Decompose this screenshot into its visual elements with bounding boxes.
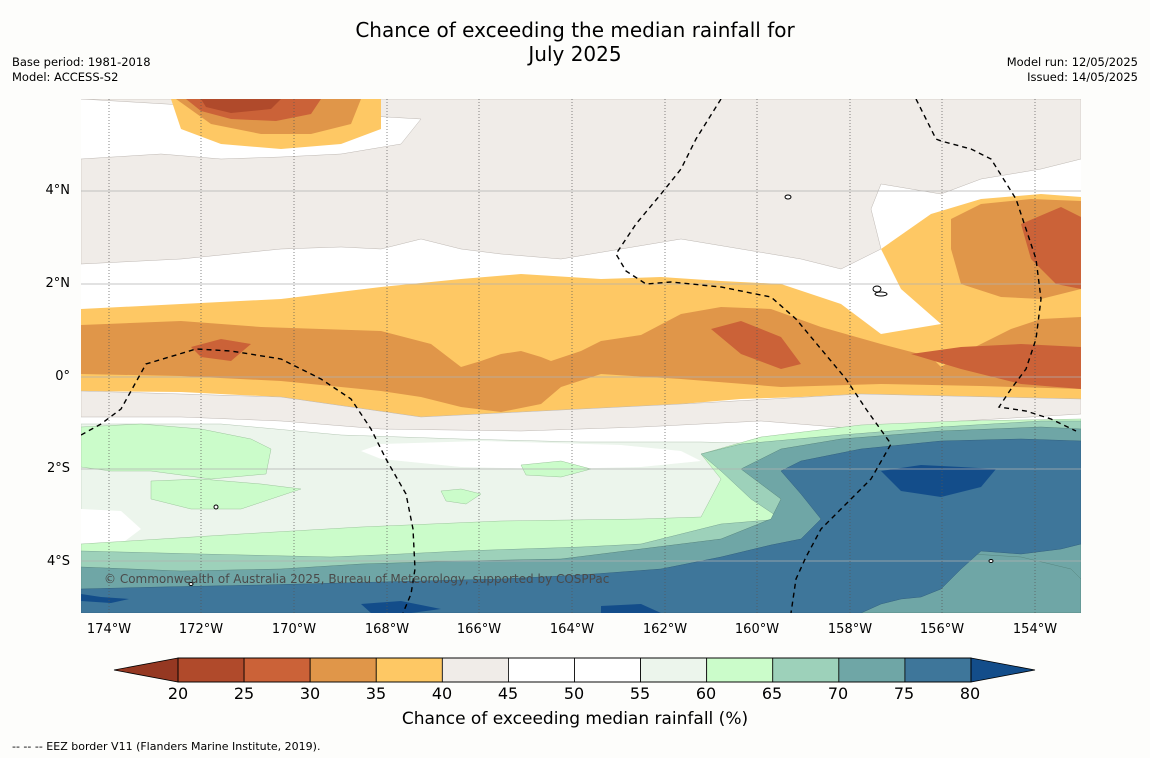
base-period: Base period: 1981-2018 [12,55,151,69]
model-run: Model run: 12/05/2025 [1006,55,1138,69]
islands [188,194,994,586]
colorbar-low-extend [113,657,179,683]
lon-label-158w: 158°W [827,622,873,637]
zone-75-80-south [81,438,1081,613]
colorbar [113,657,1036,683]
island-1 [784,194,792,200]
zone-30-35-equator [81,199,1081,412]
colorbar-cell-7 [640,657,708,683]
colorbar-tick-60: 60 [695,684,717,703]
island-4 [213,504,219,510]
colorbar-tick-45: 45 [497,684,519,703]
colorbar-cell-3 [375,657,443,683]
map-title: Chance of exceeding the median rainfall … [0,18,1150,66]
meta-left: Base period: 1981-2018 Model: ACCESS-S2 [12,55,151,85]
zone-20-25-north [201,99,281,113]
colorbar-tick-30: 30 [299,684,321,703]
lon-label-162w: 162°W [642,622,688,637]
zone-80-plus-south [81,465,996,613]
colorbar-tick-80: 80 [959,684,981,703]
colorbar-tick-20: 20 [167,684,189,703]
lon-label-154w: 154°W [1012,622,1058,637]
lat-label-0: 0° [55,369,70,384]
island-2 [872,285,882,293]
colorbar-label: Chance of exceeding median rainfall (%) [401,709,749,729]
zone-40-45-north [81,99,1081,270]
colorbar-tick-75: 75 [893,684,915,703]
lon-label-174w: 174°W [86,622,132,637]
rainfall-map [81,99,1081,613]
island-6 [988,559,994,563]
issued-date: Issued: 14/05/2025 [1027,70,1138,84]
island-3 [874,291,888,297]
eez-borders [81,99,1077,613]
title-line-2: July 2025 [528,42,622,66]
colorbar-cell-0 [177,657,245,683]
colorbar-tick-35: 35 [365,684,387,703]
lat-label-2n: 2°N [45,276,71,291]
zone-25-30-equator [191,207,1081,389]
colorbar-cell-5 [508,657,575,683]
lon-label-166w: 166°W [456,622,502,637]
colorbar-tick-55: 55 [629,684,651,703]
colorbar-tick-25: 25 [233,684,255,703]
lat-label-4s: 4°S [46,554,70,569]
lon-label-156w: 156°W [919,622,965,637]
colorbar-cell-9 [772,657,840,683]
graticule [81,190,1081,562]
colorbar-tick-70: 70 [827,684,849,703]
title-line-1: Chance of exceeding the median rainfall … [355,18,795,42]
lon-label-170w: 170°W [271,622,317,637]
colorbar-cell-8 [706,657,774,683]
colorbar-tick-65: 65 [761,684,783,703]
model-name: Model: ACCESS-S2 [12,70,119,84]
lon-label-164w: 164°W [549,622,595,637]
colorbar-cell-11 [904,657,972,683]
colorbar-high-extend [970,657,1036,683]
colorbar-cell-6 [574,657,641,683]
island-5 [188,582,194,586]
colorbar-tick-40: 40 [431,684,453,703]
colorbar-cell-2 [309,657,377,683]
colorbar-tick-50: 50 [563,684,585,703]
eez-footnote: -- -- -- EEZ border V11 (Flanders Marine… [12,740,321,753]
lon-label-160w: 160°W [734,622,780,637]
lat-label-2s: 2°S [46,461,70,476]
colorbar-cell-1 [243,657,311,683]
colorbar-cell-4 [441,657,509,683]
copyright-notice: © Commonwealth of Australia 2025, Bureau… [104,572,610,586]
lat-label-4n: 4°N [45,183,71,198]
lon-label-168w: 168°W [364,622,410,637]
meta-right: Model run: 12/05/2025 Issued: 14/05/2025 [1007,55,1138,85]
lon-label-172w: 172°W [178,622,224,637]
colorbar-cell-10 [838,657,906,683]
